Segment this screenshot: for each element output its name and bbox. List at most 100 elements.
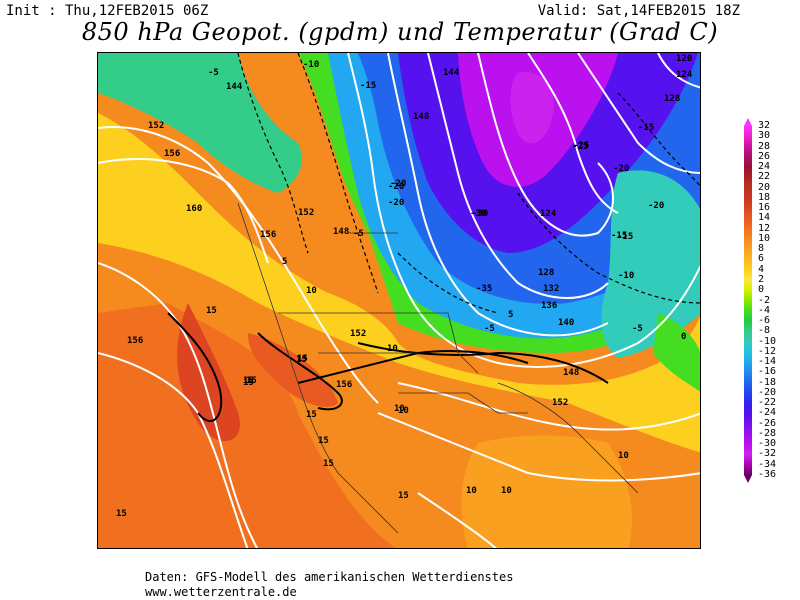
- website: www.wetterzentrale.de: [145, 585, 297, 599]
- temp-label: 10: [618, 451, 629, 461]
- temp-label: 5: [508, 310, 513, 320]
- scale-top-arrow: [744, 118, 752, 126]
- map-labels: 160 156 152 148 144 140 136 132 128 124 …: [116, 54, 693, 519]
- atlantic-green: [653, 313, 700, 392]
- map-title: 850 hPa Geopot. (gpdm) und Temperatur (G…: [81, 18, 719, 46]
- temp-label: 0: [681, 332, 686, 342]
- geopot-label: 152: [148, 121, 164, 131]
- scale-label: 32: [758, 120, 771, 131]
- scale-label: 6: [758, 253, 765, 265]
- geopot-label: 120: [676, 54, 692, 64]
- scale-label: 24: [758, 161, 771, 173]
- temp-label: -15: [360, 81, 376, 91]
- scale-label: 18: [758, 191, 771, 203]
- geopot-label: 156: [127, 336, 143, 346]
- geopot-label: 144: [443, 68, 460, 78]
- temp-label: 15: [116, 509, 127, 519]
- temp-label: 15: [246, 376, 257, 386]
- scale-label: -4: [758, 304, 771, 316]
- temp-label: 5: [282, 257, 287, 267]
- geopot-label: 160: [186, 204, 202, 214]
- valid-time: Valid: Sat,14FEB2015 18Z: [537, 3, 740, 19]
- scale-label: -18: [758, 376, 777, 388]
- temp-label: 15: [243, 378, 254, 388]
- scale-label: 16: [758, 202, 771, 214]
- arctic-core-center: [510, 72, 554, 144]
- scale-label: 22: [758, 171, 771, 183]
- scale-label: 4: [758, 263, 765, 275]
- scale-label: 14: [758, 212, 771, 224]
- scale-label: -28: [758, 427, 777, 439]
- temp-label: 10: [501, 486, 512, 496]
- geopot-label: 152: [350, 329, 366, 339]
- temp-label: -30: [470, 209, 486, 219]
- temp-label: 10: [394, 404, 405, 414]
- temp-label: -5: [484, 324, 495, 334]
- scale-label: -10: [758, 335, 777, 347]
- mild-band: [98, 113, 700, 453]
- temp-label: -20: [388, 198, 404, 208]
- warm-region-sw: [98, 303, 396, 548]
- scale-label: -34: [758, 458, 777, 470]
- temp-label: 15: [398, 491, 409, 501]
- scale-label: -8: [758, 325, 771, 337]
- geopot-label: 152: [298, 208, 314, 218]
- temp-label: -30: [472, 209, 488, 219]
- weather-map: 160 156 152 148 144 140 136 132 128 124 …: [97, 52, 701, 549]
- cool-region-northwest: [98, 53, 302, 193]
- temp-label: -15: [611, 231, 627, 241]
- geopot-label: 156: [164, 149, 180, 159]
- scale-label: 26: [758, 150, 771, 162]
- temp-label: -25: [573, 141, 589, 151]
- geopot-label: 124: [540, 209, 557, 219]
- geopot-label: 152: [552, 398, 568, 408]
- scale-label: -14: [758, 356, 777, 368]
- temp-label: 15: [318, 436, 329, 446]
- geopot-label: 148: [333, 227, 349, 237]
- scale-label: -26: [758, 417, 777, 429]
- scale-label: 2: [758, 273, 765, 285]
- init-time: Init : Thu,12FEB2015 06Z: [6, 3, 209, 19]
- geopot-label: 128: [538, 268, 554, 278]
- scale-label: -22: [758, 397, 777, 409]
- scale-label: 30: [758, 130, 771, 142]
- temp-label: 15: [323, 459, 334, 469]
- data-source: Daten: GFS-Modell des amerikanischen Wet…: [145, 570, 514, 584]
- geopot-label: 128: [664, 94, 680, 104]
- temp-label: -25: [572, 142, 588, 152]
- temperature-dashed-isolines: [237, 53, 700, 314]
- scale-label: 10: [758, 232, 771, 244]
- temp-label: 10: [398, 406, 409, 416]
- temp-label: -20: [388, 182, 404, 192]
- temp-label: 10: [387, 344, 398, 354]
- scale-label: 20: [758, 181, 771, 193]
- scale-label: -6: [758, 315, 771, 327]
- geopotential-labels: 160 156 152 148 144 140 136 132 128 124 …: [127, 54, 693, 408]
- scale-label: -12: [758, 345, 777, 357]
- temp-label: -10: [303, 60, 319, 70]
- geopot-label: 144: [226, 82, 243, 92]
- temperature-labels: -5 -10 -15 -20 -25 -30 -35 -5 5 10 15 15…: [116, 60, 686, 519]
- temp-label: -20: [390, 179, 406, 189]
- temp-label: -35: [476, 284, 492, 294]
- hot-region-plains: [248, 333, 338, 407]
- temp-label: 15: [296, 355, 307, 365]
- scale-label: -20: [758, 386, 777, 398]
- scale-label: 28: [758, 140, 771, 152]
- scale-label: -16: [758, 366, 777, 378]
- scale-bottom-arrow: [744, 475, 752, 483]
- color-scale: [744, 126, 752, 475]
- map-canvas: 160 156 152 148 144 140 136 132 128 124 …: [98, 53, 700, 548]
- geopot-label: 148: [563, 368, 579, 378]
- geopot-label: 140: [558, 318, 574, 328]
- temp-label: -5: [208, 68, 219, 78]
- scale-label: -32: [758, 448, 777, 460]
- temp-label: 15: [206, 306, 217, 316]
- geopot-label: 148: [413, 112, 429, 122]
- atlantic-cool: [601, 170, 700, 358]
- temp-label: 15: [306, 410, 317, 420]
- temp-label: -15: [638, 123, 654, 133]
- temp-label: 10: [306, 286, 317, 296]
- scale-label: -24: [758, 407, 777, 419]
- geopot-label: 124: [676, 70, 693, 80]
